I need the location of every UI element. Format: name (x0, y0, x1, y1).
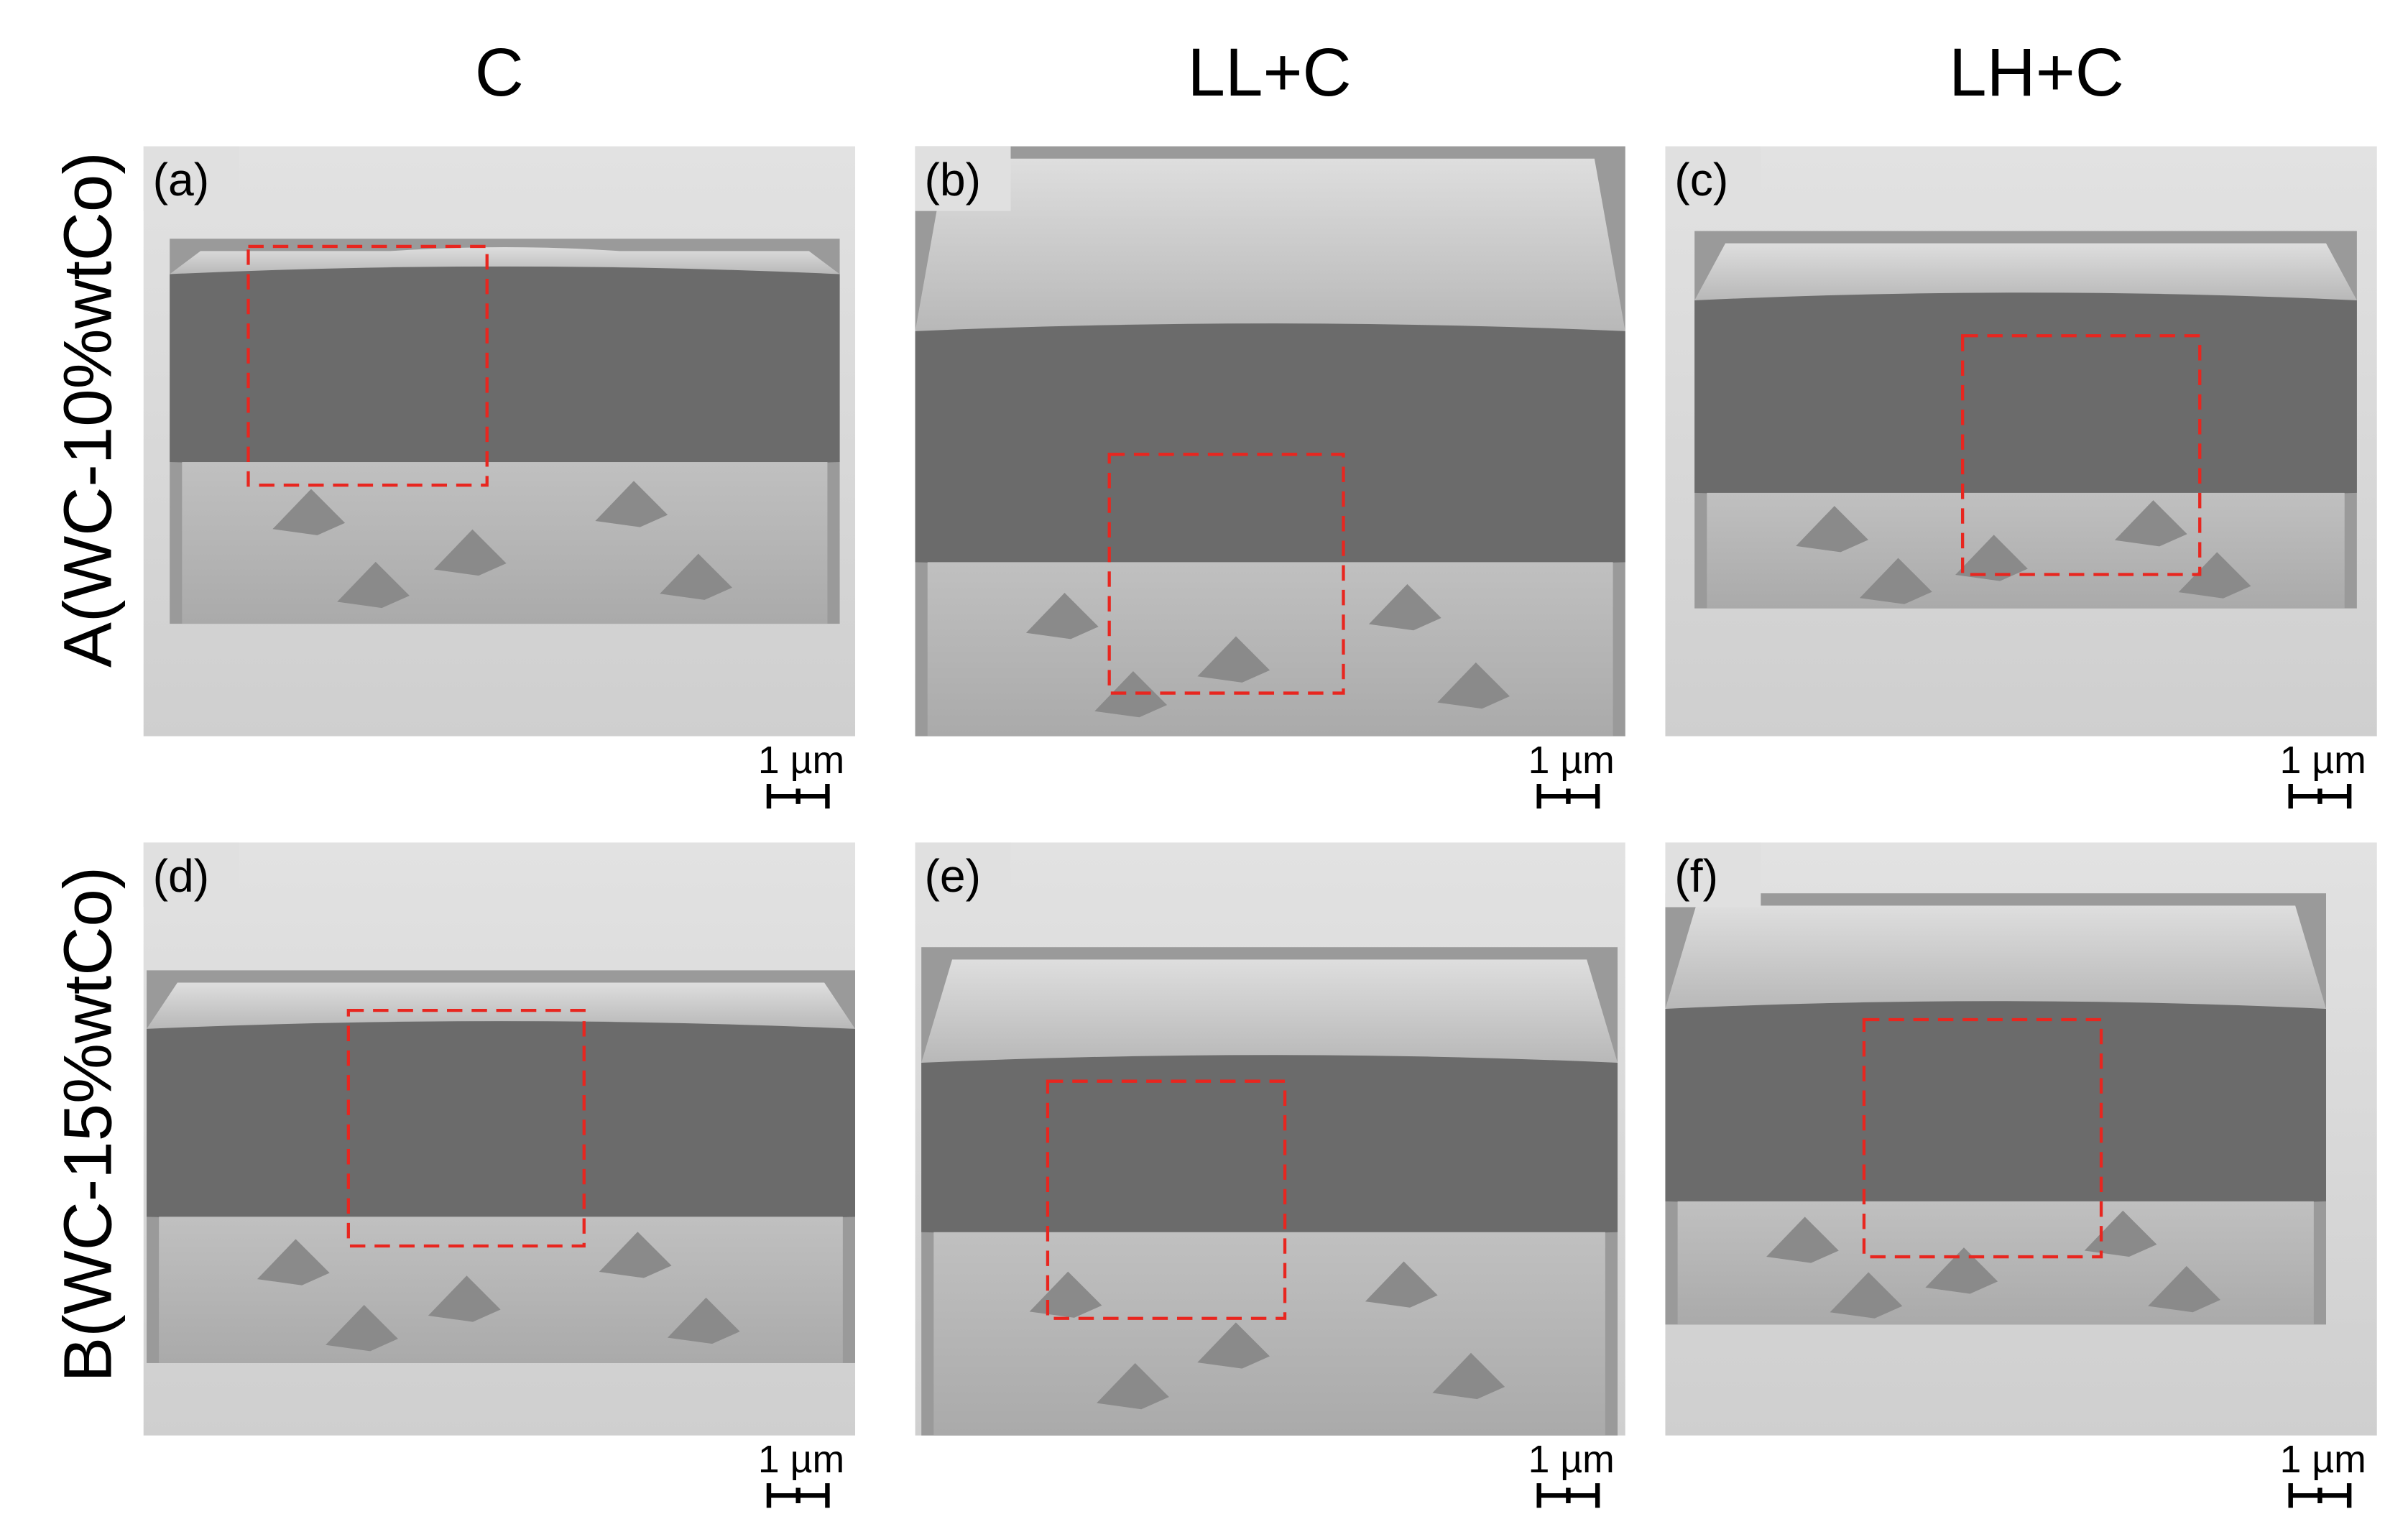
grain (1197, 636, 1270, 683)
grain (595, 481, 668, 527)
grain (1368, 583, 1441, 631)
coating-layer (1665, 1001, 2326, 1206)
protective-cap (915, 158, 1625, 331)
sem-panel: (b) 1 µm (915, 146, 1625, 809)
grain (428, 1275, 501, 1322)
scale-bar (2288, 1483, 2352, 1508)
grain (667, 1297, 740, 1344)
panel-label: (e) (924, 850, 981, 902)
panel-label: (c) (1674, 154, 1728, 206)
column-header: LL+C (1188, 34, 1352, 110)
grain (1925, 1247, 1998, 1294)
region-box (1046, 1079, 1287, 1320)
substrate (1707, 492, 2345, 609)
sem-panel: (a) 1 µm (143, 146, 856, 809)
grain (1197, 1322, 1270, 1369)
sem-panel: (d) 1 µm (143, 842, 856, 1508)
label-bg (1665, 146, 1761, 211)
label-bg (915, 842, 1011, 908)
coating-layer (921, 1055, 1618, 1237)
scale-bar (1536, 784, 1600, 809)
grain (2114, 500, 2187, 547)
substrate (182, 462, 828, 624)
grain (1766, 1217, 1839, 1263)
region-box (1107, 453, 1345, 695)
grain (337, 561, 410, 609)
protective-cap (921, 959, 1618, 1063)
grain (1437, 662, 1510, 709)
region-box (1862, 1017, 2103, 1259)
coating-layer (915, 323, 1625, 567)
substrate (933, 1232, 1605, 1436)
coating-layer (170, 266, 840, 467)
grain (1365, 1261, 1438, 1308)
row-label: B(WC-15%wtCo) (50, 867, 126, 1383)
column-header: LH+C (1949, 34, 2124, 110)
row-label: A(WC-10%wtCo) (50, 152, 126, 668)
grain (1955, 535, 2028, 581)
scale-label: 1 µm (1528, 739, 1615, 782)
grain (1859, 558, 1932, 604)
sem-panel: (e) 1 µm (915, 842, 1625, 1508)
grain (1432, 1352, 1505, 1400)
scale-bar (766, 1483, 830, 1508)
grain (1094, 671, 1168, 718)
coating-layer (147, 1021, 856, 1222)
protective-cap (170, 247, 840, 274)
scale-bar (1536, 1483, 1600, 1508)
label-bg (143, 842, 239, 908)
column-header: C (475, 34, 524, 110)
scale-label: 1 µm (758, 1438, 844, 1481)
label-bg (915, 146, 1011, 211)
region-box (346, 1008, 586, 1248)
grain (2084, 1210, 2157, 1257)
grain (257, 1239, 330, 1285)
grain (326, 1305, 398, 1352)
substrate (1677, 1201, 2314, 1325)
panel-label: (f) (1674, 850, 1718, 902)
scale-label: 1 µm (1528, 1438, 1615, 1481)
grain (433, 529, 507, 576)
panel-label: (d) (153, 850, 210, 902)
region-box (1961, 334, 2202, 576)
protective-cap (1665, 905, 2326, 1009)
grain (1830, 1272, 1903, 1319)
label-bg (1665, 842, 1761, 908)
panel-label: (b) (924, 154, 981, 206)
grain (1097, 1362, 1169, 1410)
sem-panel: (f) 1 µm (1665, 842, 2377, 1508)
region-box (246, 244, 489, 487)
scale-bar (2288, 784, 2352, 809)
label-bg (143, 146, 239, 211)
scale-label: 1 µm (758, 739, 844, 782)
substrate (159, 1217, 843, 1363)
grain (2178, 552, 2251, 599)
panel-label: (a) (153, 154, 210, 206)
sem-panel: (c) 1 µm (1665, 146, 2377, 809)
protective-cap (1694, 243, 2357, 300)
coating-layer (1694, 292, 2357, 498)
grain (599, 1232, 672, 1278)
grain (660, 553, 732, 600)
grain (1796, 506, 1868, 553)
grain (272, 489, 346, 535)
scale-label: 1 µm (2280, 1438, 2366, 1481)
substrate (927, 562, 1613, 737)
protective-cap (147, 982, 856, 1029)
scale-bar (766, 784, 830, 809)
scale-label: 1 µm (2280, 739, 2366, 782)
panels: (a) 1 µm (b) 1 µm (c) 1 µm (d) 1 µm (e) 1 µm (f) 1 … (143, 146, 2377, 1508)
grain (2148, 1265, 2220, 1313)
grain (1025, 593, 1099, 640)
